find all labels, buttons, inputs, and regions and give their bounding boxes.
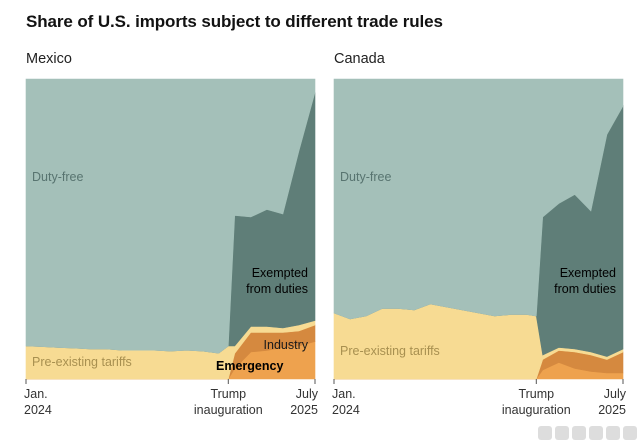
mexico-x-tick-label-line: inauguration [194,403,263,417]
canada-area-duty-free [333,78,624,320]
mexico-label-exempted-line: from duties [246,282,308,296]
mexico-x-tick-label-line: Jan. [24,387,48,401]
mexico-label-pre-existing: Pre-existing tariffs [32,355,132,369]
panel-title-mexico: Mexico [26,51,72,67]
watermark-logo [527,424,637,442]
canada-label-pre-existing: Pre-existing tariffs [340,344,440,358]
mexico-x-tick-label-line: 2025 [290,403,318,417]
mexico-label-emergency-line: Emergency [216,359,283,373]
canada-x-tick-label-line: 2025 [598,403,626,417]
canada-label-duty-free-line: Duty-free [340,170,391,184]
canada-label-exempted-line: from duties [554,282,616,296]
canada-x-tick-label: July 2025 [598,387,627,417]
panel-title-canada: Canada [334,51,385,67]
mexico-label-exempted: Exempted from duties [246,266,308,296]
canada-x-tick-label: Trump inauguration [502,387,571,417]
mexico-label-pre-existing-line: Pre-existing tariffs [32,355,132,369]
mexico-x-tick-label-line: 2024 [24,403,52,417]
canada-x-tick-label-line: July [604,387,627,401]
mexico-x-tick-label-line: July [296,387,319,401]
chart-title: Share of U.S. imports subject to differe… [26,12,443,31]
mexico-label-duty-free-line: Duty-free [32,170,83,184]
mexico-x-tick-label: July 2025 [290,387,319,417]
canada-x-tick-label: Jan. 2024 [332,387,360,417]
canada-x-tick-label-line: Jan. [332,387,356,401]
canada-label-duty-free: Duty-free [340,170,391,184]
canada-x-tick-label-line: 2024 [332,403,360,417]
mexico-label-emergency: Emergency [216,359,283,373]
mexico-x-tick-label-line: Trump [210,387,246,401]
canada-x-tick-label-line: Trump [518,387,554,401]
mexico-label-industry-line: Industry [264,338,309,352]
canada-x-tick-label-line: inauguration [502,403,571,417]
canada-label-pre-existing-line: Pre-existing tariffs [340,344,440,358]
canada-label-exempted: Exempted from duties [554,266,616,296]
mexico-label-exempted-line: Exempted [252,266,308,280]
mexico-label-industry: Industry [264,338,309,352]
mexico-x-tick-label: Jan. 2024 [24,387,52,417]
mexico-area-duty-free [25,78,316,354]
mexico-label-duty-free: Duty-free [32,170,83,184]
canada-label-exempted-line: Exempted [560,266,616,280]
mexico-x-tick-label: Trump inauguration [194,387,263,417]
